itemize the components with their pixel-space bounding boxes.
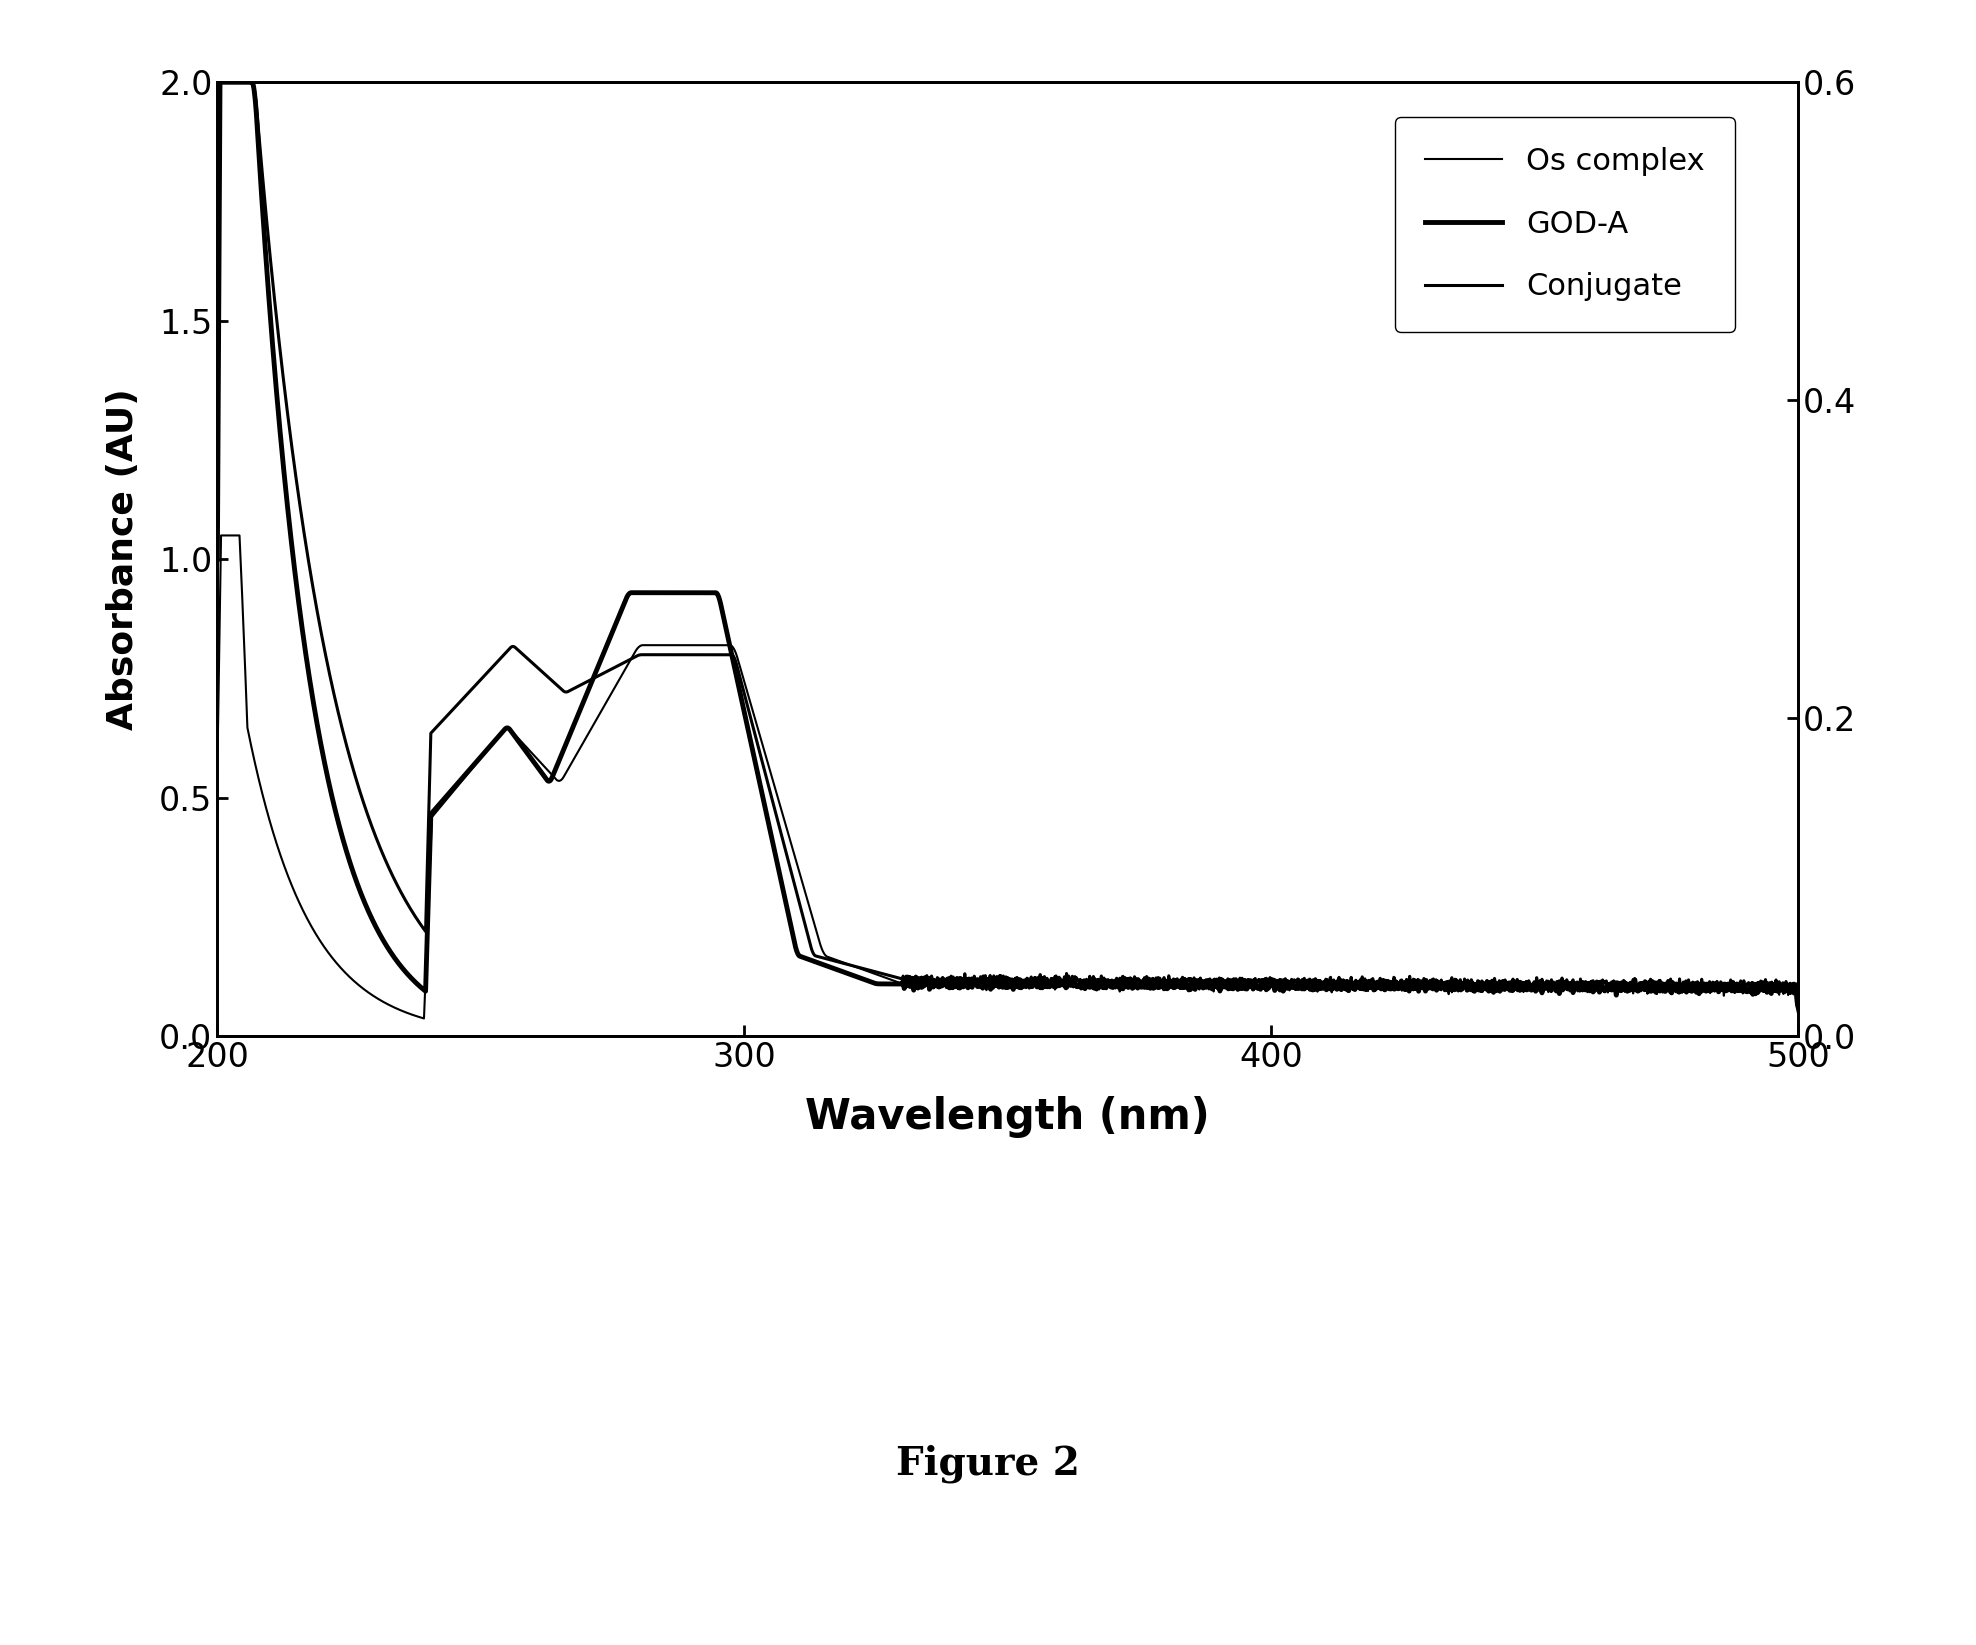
GOD-A — [1757, 977, 1780, 997]
Conjugate — [207, 72, 231, 92]
GOD-A — [385, 952, 409, 972]
GOD-A — [1786, 997, 1810, 1017]
GOD-A — [1585, 977, 1608, 997]
Os complex — [413, 1008, 437, 1028]
GOD-A — [480, 734, 504, 753]
Os complex — [1786, 1002, 1810, 1022]
Y-axis label: Absorbance (AU): Absorbance (AU) — [105, 388, 140, 730]
Conjugate — [881, 967, 905, 987]
GOD-A — [881, 974, 905, 994]
Conjugate — [206, 549, 229, 569]
Line: Conjugate: Conjugate — [217, 82, 1798, 1005]
Os complex — [209, 525, 233, 544]
Os complex — [480, 734, 504, 753]
Conjugate — [1786, 995, 1810, 1015]
GOD-A — [206, 549, 229, 569]
Os complex — [206, 760, 229, 780]
Os complex — [1587, 979, 1610, 999]
GOD-A — [812, 956, 836, 975]
Conjugate — [1757, 974, 1780, 994]
Line: Os complex: Os complex — [217, 535, 1798, 1018]
GOD-A — [207, 72, 231, 92]
Conjugate — [480, 658, 504, 678]
Legend: Os complex, GOD-A, Conjugate: Os complex, GOD-A, Conjugate — [1395, 117, 1735, 332]
Os complex — [1757, 982, 1780, 1002]
Os complex — [812, 944, 836, 964]
Text: Figure 2: Figure 2 — [895, 1444, 1081, 1484]
Os complex — [881, 971, 905, 990]
Os complex — [385, 1000, 409, 1020]
Conjugate — [1585, 972, 1608, 992]
Conjugate — [385, 877, 409, 897]
Conjugate — [812, 948, 836, 967]
X-axis label: Wavelength (nm): Wavelength (nm) — [806, 1097, 1209, 1138]
Line: GOD-A: GOD-A — [217, 82, 1798, 1007]
